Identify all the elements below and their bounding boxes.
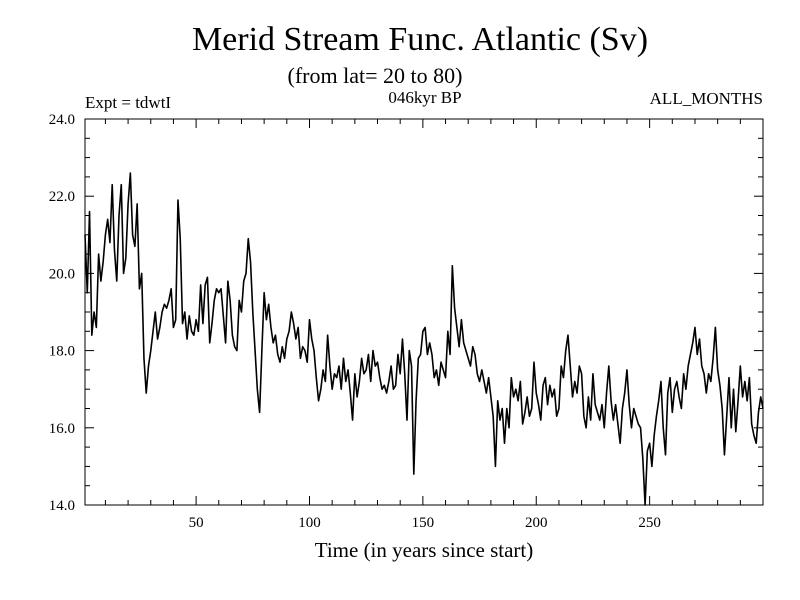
period-label: 046kyr BP [388, 88, 461, 107]
expt-label: Expt = tdwtI [85, 93, 171, 112]
x-tick-label: 50 [189, 515, 204, 531]
chart-title: Merid Stream Func. Atlantic (Sv) [192, 21, 648, 58]
y-tick-label: 22.0 [49, 189, 75, 205]
y-tick-label: 14.0 [49, 498, 75, 514]
months-label: ALL_MONTHS [650, 89, 763, 108]
x-tick-label: 150 [412, 515, 435, 531]
y-tick-label: 16.0 [49, 421, 75, 437]
x-axis-label: Time (in years since start) [315, 538, 534, 562]
y-tick-label: 24.0 [49, 112, 75, 128]
x-tick-label: 200 [525, 515, 548, 531]
x-tick-label: 250 [638, 515, 661, 531]
plot-frame [84, 118, 764, 506]
y-tick-label: 18.0 [49, 344, 75, 360]
x-axis-ticks: 50 100 150 200 250 [104, 119, 741, 531]
y-tick-label: 20.0 [49, 266, 75, 282]
x-tick-label: 100 [298, 515, 321, 531]
plot-series [84, 172, 764, 506]
y-axis-ticks: 14.0 16.0 18.0 20.0 22.0 24.0 [49, 112, 763, 514]
series-line [84, 172, 764, 506]
chart-subtitle: (from lat= 20 to 80) [288, 63, 463, 88]
